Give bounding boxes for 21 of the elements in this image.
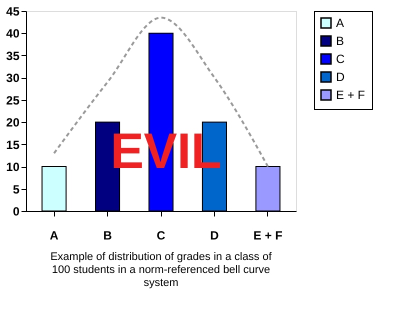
y-tick-label: 40 bbox=[6, 26, 20, 41]
y-tick-label: 20 bbox=[6, 116, 20, 130]
y-tick-label: 0 bbox=[12, 204, 20, 218]
y-tick-label: 25 bbox=[6, 93, 20, 108]
legend-label: E + F bbox=[336, 88, 366, 102]
text: Example of distribution of grades in a class of 100 students in a norm-referenced bell curve system bbox=[50, 251, 273, 289]
legend-label: D bbox=[336, 70, 345, 84]
y-tick-label: 5 bbox=[12, 182, 20, 196]
y-tick-label: 35 bbox=[6, 48, 20, 63]
legend-label: A bbox=[336, 16, 344, 30]
y-tick-label: 45 bbox=[6, 4, 20, 18]
y-tick-label: 15 bbox=[6, 138, 20, 152]
x-tick-label: D bbox=[210, 228, 220, 242]
x-tick-label: B bbox=[103, 228, 112, 242]
x-tick-label: A bbox=[50, 228, 59, 242]
x-tick-label: E + F bbox=[253, 228, 282, 242]
x-tick-label: C bbox=[156, 228, 166, 242]
legend-label: B bbox=[336, 34, 344, 48]
y-tick-label: 10 bbox=[6, 160, 20, 174]
y-tick-label: 30 bbox=[6, 71, 20, 86]
legend-label: C bbox=[336, 52, 345, 66]
